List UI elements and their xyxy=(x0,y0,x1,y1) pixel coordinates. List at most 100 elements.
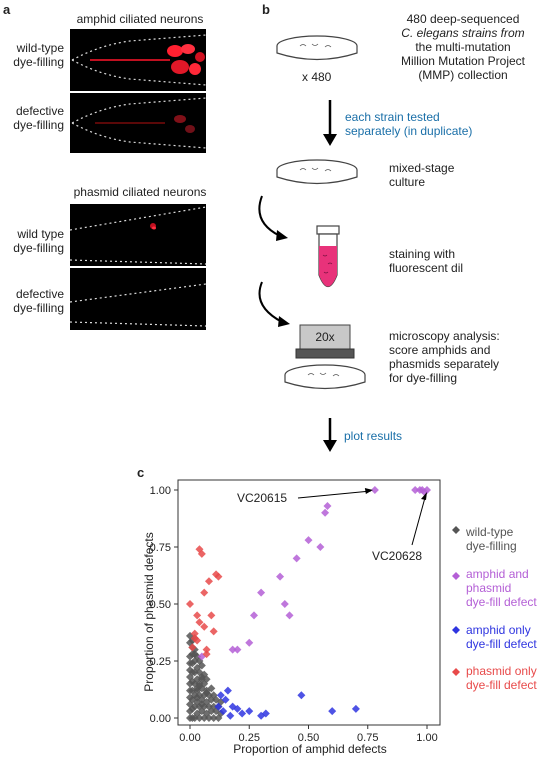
data-point xyxy=(188,643,197,652)
data-point xyxy=(285,611,294,620)
data-point xyxy=(202,645,211,654)
x-tick-label: 1.00 xyxy=(416,732,437,744)
data-point xyxy=(276,572,285,581)
data-point xyxy=(219,707,228,716)
legend-marker xyxy=(452,572,460,580)
data-point xyxy=(321,508,330,517)
data-point xyxy=(202,688,211,697)
legend-marker xyxy=(452,626,460,634)
x-tick-label: 0.00 xyxy=(179,732,200,744)
legend-label-both: amphid and phasmid dye-fill defect xyxy=(466,567,537,609)
data-point xyxy=(197,675,206,684)
y-tick-label: 1.00 xyxy=(150,485,171,497)
test-tube-icon xyxy=(316,225,340,288)
data-point xyxy=(207,611,216,620)
panel-b-graphics xyxy=(258,35,366,452)
data-point xyxy=(221,695,230,704)
data-point xyxy=(195,714,204,722)
petri-dish-icon xyxy=(276,35,358,61)
annotation-arrowhead xyxy=(364,488,373,494)
x-axis-label: Proportion of amphid defects xyxy=(233,742,387,756)
curved-arrow-icon xyxy=(258,195,281,237)
x-tick-label: 0.75 xyxy=(357,732,378,744)
y-tick-label: 0.50 xyxy=(150,599,171,611)
data-point xyxy=(193,684,202,693)
data-point xyxy=(202,650,211,659)
data-point xyxy=(214,572,223,581)
data-point xyxy=(316,543,325,551)
data-point xyxy=(197,700,206,709)
phasmid-wt-label: wild type dye-filling xyxy=(13,227,64,255)
phasmid-def-label: defective dye-filling xyxy=(13,287,64,315)
data-point xyxy=(249,611,258,620)
data-point xyxy=(257,588,266,597)
data-point xyxy=(370,486,379,494)
petri-dish-icon xyxy=(276,159,358,185)
panel-letter-c: c xyxy=(137,465,145,480)
y-axis-label: Proportion of phasmid defects xyxy=(142,532,156,692)
step3-text: staining with fluorescent dil xyxy=(389,247,464,275)
panel-letter-b: b xyxy=(262,2,270,17)
y-tick-label: 0.75 xyxy=(150,542,171,554)
data-point xyxy=(190,650,199,659)
legend-marker xyxy=(452,526,460,534)
data-point xyxy=(204,577,213,586)
annotation-arrow xyxy=(297,490,371,499)
curved-arrow-icon xyxy=(258,281,283,323)
data-point xyxy=(228,645,237,654)
y-tick-label: 0.00 xyxy=(150,713,171,725)
data-point xyxy=(411,486,420,494)
plot-area xyxy=(177,479,441,726)
microscope-objective-icon xyxy=(295,324,355,359)
amphid-wt-image xyxy=(70,29,206,91)
annotation-arrowhead xyxy=(421,492,427,500)
data-point xyxy=(197,549,206,558)
x-tick-label: 0.25 xyxy=(239,732,260,744)
data-point xyxy=(193,693,202,702)
legend-label-amphid: amphid only dye-fill defect xyxy=(466,623,537,651)
multiplier-label: x 480 xyxy=(302,70,332,84)
annotation-vc20615: VC20615 xyxy=(237,491,288,505)
objective-label: 20x xyxy=(315,330,335,344)
data-point xyxy=(328,707,337,716)
data-point xyxy=(233,704,242,713)
data-point xyxy=(238,709,247,718)
data-point xyxy=(193,611,202,620)
data-point xyxy=(245,707,254,716)
data-point xyxy=(209,627,218,636)
data-point xyxy=(292,554,301,563)
amphid-def-label: defective dye-filling xyxy=(13,104,64,132)
data-point xyxy=(216,691,225,700)
amphid-title: amphid ciliated neurons xyxy=(76,12,204,26)
step4-text: microscopy analysis: score amphids and p… xyxy=(389,329,500,385)
data-point xyxy=(193,636,202,645)
data-point xyxy=(233,645,242,654)
y-tick-label: 0.25 xyxy=(150,656,171,668)
data-point xyxy=(195,618,204,627)
amphid-wt-label: wild-type dye-filling xyxy=(13,41,64,69)
data-point xyxy=(190,629,199,638)
petri-dish-icon xyxy=(284,364,366,390)
data-point xyxy=(204,714,213,722)
data-point xyxy=(245,638,254,647)
phasmid-title: phasmid ciliated neurons xyxy=(73,185,207,199)
data-point xyxy=(186,600,194,608)
data-point xyxy=(323,501,332,510)
annotation-arrow xyxy=(411,493,427,546)
phasmid-def-image xyxy=(70,268,206,330)
data-point xyxy=(207,684,216,693)
data-point xyxy=(214,702,223,711)
legend-label-wt: wild-type dye-filling xyxy=(466,525,517,553)
arrow1-caption: each strain tested separately (in duplica… xyxy=(345,110,473,138)
step1-text: 480 deep-sequenced C. elegans strains fr… xyxy=(400,12,526,82)
data-point xyxy=(200,588,209,597)
data-point xyxy=(280,600,289,608)
data-point xyxy=(351,704,360,713)
data-point xyxy=(209,714,218,722)
data-point xyxy=(423,486,431,494)
panel-letter-a: a xyxy=(3,2,11,17)
data-point xyxy=(200,622,209,631)
step2-text: mixed-stage culture xyxy=(389,161,455,189)
amphid-def-image xyxy=(70,93,206,153)
